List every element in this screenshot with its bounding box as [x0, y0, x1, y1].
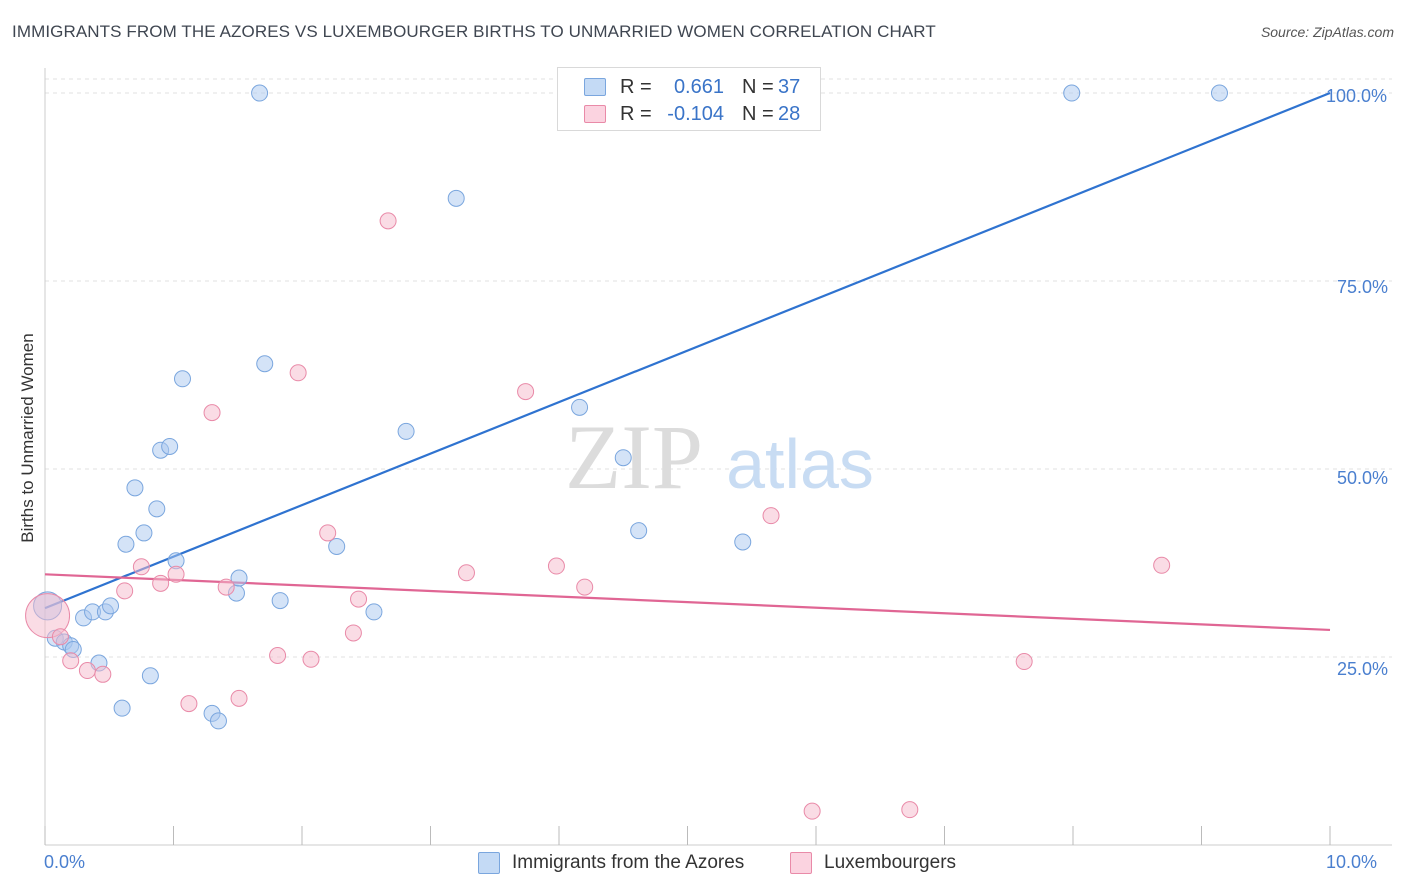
legend-label-azores: Immigrants from the Azores	[512, 852, 745, 873]
point-luxembourgers	[152, 574, 170, 592]
stats-row-luxembourgers: R = -0.104 N = 28	[558, 100, 800, 128]
point-azores	[1210, 84, 1228, 102]
point-luxembourgers	[180, 695, 198, 713]
n-value-luxembourgers: 28	[778, 102, 801, 125]
point-luxembourgers	[1015, 653, 1033, 671]
point-azores	[614, 449, 632, 467]
x-max-label: 10.0%	[1326, 852, 1378, 872]
point-luxembourgers	[132, 558, 150, 576]
source-credit: Source: ZipAtlas.com	[1260, 24, 1394, 40]
point-azores	[161, 437, 179, 455]
y-tick-50: 50.0%	[1337, 468, 1389, 488]
r-value-azores: 0.661	[673, 75, 724, 98]
point-azores	[117, 535, 135, 553]
y-tick-100: 100.0%	[1326, 86, 1388, 106]
point-azores	[630, 522, 648, 540]
point-luxembourgers	[803, 802, 821, 820]
point-luxembourgers	[230, 689, 248, 707]
point-azores	[173, 370, 191, 388]
point-azores	[209, 712, 227, 730]
legend-swatch-luxembourgers	[790, 852, 812, 874]
point-azores	[397, 422, 415, 440]
point-azores	[251, 84, 269, 102]
point-luxembourgers	[217, 578, 235, 596]
stats-row-azores: R = 0.661 N = 37	[558, 73, 800, 101]
n-label: N =	[742, 75, 774, 98]
n-label: N =	[742, 102, 774, 125]
point-luxembourgers	[116, 582, 134, 600]
point-azores	[734, 533, 752, 551]
point-luxembourgers	[302, 650, 320, 668]
stats-swatch-azores	[584, 78, 606, 96]
point-luxembourgers	[457, 564, 475, 582]
point-luxembourgers	[289, 364, 307, 382]
legend-swatch-azores	[478, 852, 500, 874]
stats-swatch-luxembourgers	[584, 105, 606, 123]
point-luxembourgers	[25, 593, 71, 639]
point-luxembourgers	[62, 652, 80, 670]
point-luxembourgers	[576, 578, 594, 596]
point-luxembourgers	[762, 507, 780, 525]
point-luxembourgers	[547, 557, 565, 575]
chart-title: IMMIGRANTS FROM THE AZORES VS LUXEMBOURG…	[12, 22, 936, 41]
point-luxembourgers	[344, 624, 362, 642]
point-azores	[148, 500, 166, 518]
legend-label-luxembourgers: Luxembourgers	[824, 852, 957, 873]
legend-item-luxembourgers: Luxembourgers	[790, 852, 956, 874]
trend-lines	[44, 92, 1331, 632]
point-azores	[447, 189, 465, 207]
x-min-label: 0.0%	[44, 852, 86, 872]
point-azores	[328, 537, 346, 555]
data-points	[25, 84, 1228, 820]
point-azores	[141, 667, 159, 685]
axes	[44, 68, 1392, 846]
point-azores	[126, 479, 144, 497]
n-value-azores: 37	[778, 75, 801, 98]
point-luxembourgers	[350, 590, 368, 608]
point-luxembourgers	[517, 383, 535, 401]
point-azores	[113, 699, 131, 717]
point-azores	[365, 603, 383, 621]
watermark-zip: ZIP	[565, 406, 703, 508]
point-azores	[256, 355, 274, 373]
r-label: R =	[620, 102, 652, 125]
stats-box: R = 0.661 N = 37 R = -0.104 N = 28	[557, 67, 821, 131]
point-luxembourgers	[94, 665, 112, 683]
point-luxembourgers	[51, 628, 69, 646]
point-luxembourgers	[901, 801, 919, 819]
point-luxembourgers	[269, 647, 287, 665]
point-azores	[1063, 84, 1081, 102]
gridlines	[45, 78, 1392, 658]
point-azores	[230, 569, 248, 587]
point-azores	[135, 524, 153, 542]
trend-line-luxembourgers	[44, 573, 1331, 632]
point-azores	[571, 398, 589, 416]
watermark-atlas: atlas	[726, 425, 874, 503]
trend-line-azores	[44, 92, 1331, 610]
point-luxembourgers	[203, 404, 221, 422]
legend-item-azores: Immigrants from the Azores	[478, 852, 744, 874]
point-luxembourgers	[379, 212, 397, 230]
r-value-luxembourgers: -0.104	[667, 102, 724, 125]
y-tick-25: 25.0%	[1337, 659, 1389, 679]
y-tick-75: 75.0%	[1337, 277, 1389, 297]
point-luxembourgers	[78, 662, 96, 680]
point-luxembourgers	[1153, 556, 1171, 574]
r-label: R =	[620, 75, 652, 98]
point-luxembourgers	[167, 565, 185, 583]
point-luxembourgers	[319, 524, 337, 542]
point-azores	[271, 592, 289, 610]
point-azores	[102, 597, 120, 615]
